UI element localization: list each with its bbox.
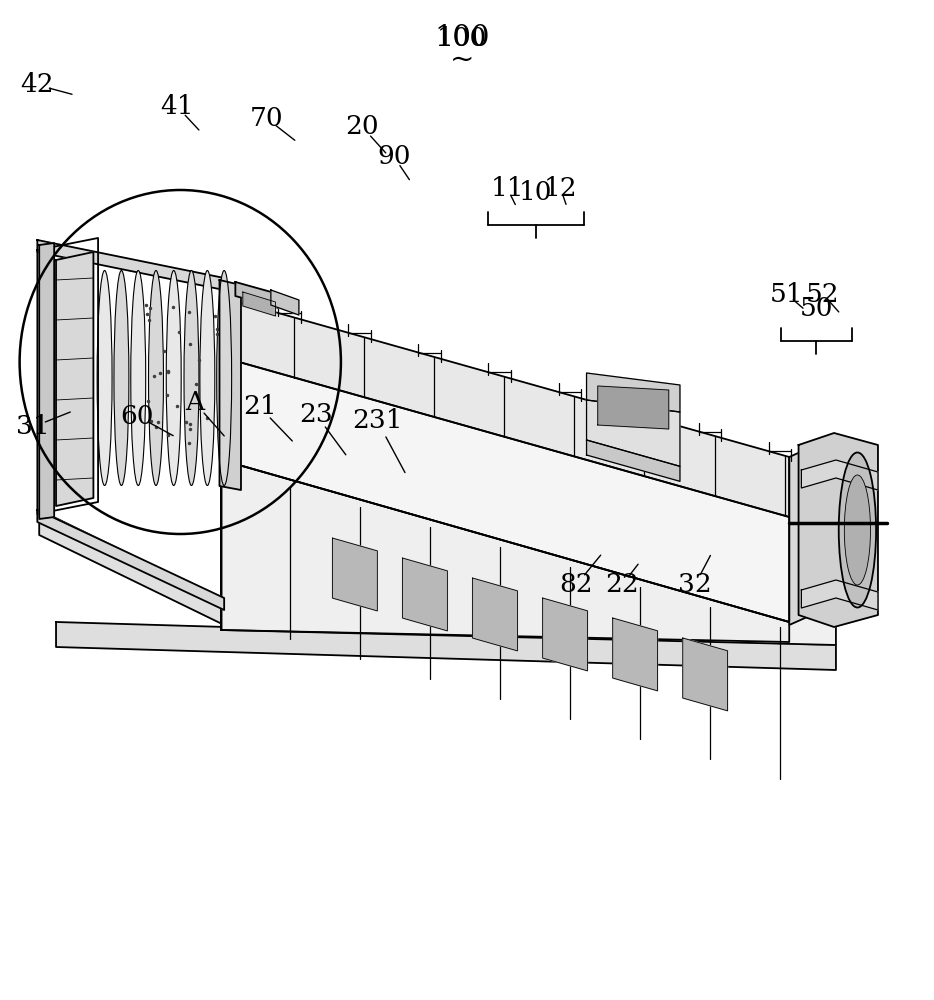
- Polygon shape: [221, 460, 836, 645]
- Polygon shape: [221, 460, 789, 642]
- Text: 231: 231: [352, 408, 403, 434]
- Text: 60: 60: [120, 403, 154, 428]
- Polygon shape: [543, 598, 587, 671]
- Text: 82: 82: [559, 572, 593, 597]
- Ellipse shape: [217, 270, 232, 486]
- Ellipse shape: [166, 270, 181, 486]
- Polygon shape: [56, 622, 836, 670]
- Polygon shape: [473, 578, 517, 651]
- Polygon shape: [243, 292, 276, 316]
- Text: 100: 100: [434, 24, 490, 52]
- Polygon shape: [37, 510, 224, 610]
- Text: A: A: [185, 389, 204, 414]
- Text: 23: 23: [299, 401, 333, 426]
- Polygon shape: [801, 460, 878, 490]
- Polygon shape: [613, 618, 658, 691]
- Text: 21: 21: [243, 394, 276, 420]
- Ellipse shape: [149, 270, 163, 486]
- Polygon shape: [799, 433, 878, 627]
- Text: 100: 100: [437, 25, 488, 50]
- Polygon shape: [37, 240, 224, 290]
- Text: 50: 50: [800, 296, 833, 320]
- Text: 32: 32: [678, 572, 712, 597]
- Polygon shape: [219, 280, 241, 490]
- Text: 90: 90: [377, 144, 411, 169]
- Text: 10: 10: [518, 180, 552, 205]
- Polygon shape: [39, 243, 54, 519]
- Polygon shape: [587, 440, 680, 481]
- Polygon shape: [39, 510, 224, 625]
- Polygon shape: [598, 386, 669, 429]
- Polygon shape: [56, 252, 93, 506]
- Text: 22: 22: [605, 572, 639, 597]
- Text: 70: 70: [249, 105, 283, 130]
- Polygon shape: [221, 357, 789, 622]
- Ellipse shape: [839, 452, 876, 607]
- Text: 20: 20: [346, 114, 379, 139]
- Polygon shape: [235, 282, 278, 308]
- Text: 51: 51: [770, 282, 803, 306]
- Polygon shape: [333, 538, 377, 611]
- Text: 11: 11: [490, 176, 524, 200]
- Text: 12: 12: [544, 176, 577, 200]
- Ellipse shape: [184, 270, 199, 486]
- Ellipse shape: [114, 270, 129, 486]
- Polygon shape: [587, 373, 680, 412]
- Polygon shape: [271, 290, 299, 315]
- Polygon shape: [683, 638, 728, 711]
- Polygon shape: [403, 558, 447, 631]
- Polygon shape: [789, 437, 834, 625]
- Text: 31: 31: [16, 414, 50, 440]
- Ellipse shape: [200, 270, 215, 486]
- Polygon shape: [587, 400, 680, 466]
- Polygon shape: [801, 580, 878, 610]
- Ellipse shape: [844, 475, 870, 585]
- Polygon shape: [221, 297, 789, 517]
- Text: 42: 42: [21, 73, 54, 98]
- Ellipse shape: [131, 270, 146, 486]
- Text: 52: 52: [806, 282, 840, 306]
- Text: 41: 41: [161, 95, 194, 119]
- Text: ~: ~: [450, 46, 474, 74]
- Ellipse shape: [97, 270, 112, 486]
